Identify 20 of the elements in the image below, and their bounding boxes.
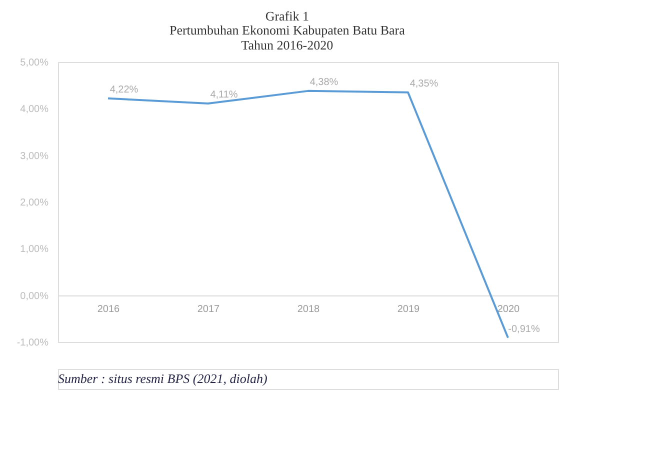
data-label: 4,11% <box>210 90 238 101</box>
y-tick-label: -1,00% <box>16 338 49 348</box>
chart-subtitle: Pertumbuhan Ekonomi Kabupaten Batu Bara Tahun 2016-2020 <box>169 22 406 52</box>
data-label: 4,38% <box>310 76 338 88</box>
y-tick-label: 4,00% <box>20 104 49 116</box>
text: Sumber : situs resmi BPS (2021, diolah) <box>58 371 268 386</box>
x-tick-label: 2017 <box>197 304 220 315</box>
y-tick-label: 3,00% <box>20 150 49 162</box>
y-tick-label: 0,00% <box>20 290 49 302</box>
data-label: 4,22% <box>110 84 138 96</box>
x-tick-label: 2020 <box>497 304 520 315</box>
data-label: 4,35% <box>410 78 438 90</box>
y-tick-label: 5,00% <box>20 58 49 68</box>
x-tick-label: 2016 <box>97 304 120 315</box>
chart-title: Grafik 1 <box>265 8 309 24</box>
x-tick-label: 2019 <box>397 304 420 315</box>
x-tick-label: 2018 <box>297 304 320 315</box>
data-label: -0,91% <box>508 324 540 335</box>
y-tick-label: 2,00% <box>20 198 49 208</box>
y-tick-label: 1,00% <box>20 244 49 256</box>
